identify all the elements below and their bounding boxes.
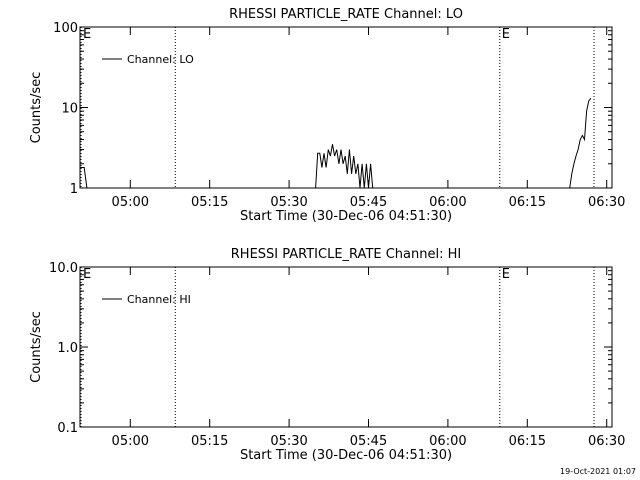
- x-tick-label: 05:30: [270, 195, 307, 210]
- x-tick-label: 06:00: [429, 195, 466, 210]
- x-tick-label: 06:30: [588, 434, 625, 449]
- x-tick-label: 06:15: [509, 195, 546, 210]
- x-tick-label: 05:15: [191, 434, 228, 449]
- y-tick-label: 0.1: [57, 421, 78, 436]
- x-tick-label: 06:15: [509, 434, 546, 449]
- event-label: E: [83, 27, 91, 42]
- x-tick-label: 06:00: [429, 434, 466, 449]
- y-tick-label: 100: [53, 21, 78, 36]
- x-axis-label: Start Time (30-Dec-06 04:51:30): [240, 448, 452, 463]
- x-tick-label: 06:30: [588, 195, 625, 210]
- x-tick-label: 05:00: [112, 434, 149, 449]
- event-label: E: [502, 27, 510, 42]
- x-tick-label: 05:45: [350, 434, 387, 449]
- x-tick-label: 05:00: [112, 195, 149, 210]
- y-tick-label: 1.0: [57, 341, 78, 356]
- legend-label: Channel: LO: [127, 53, 194, 66]
- data-line: [80, 98, 592, 189]
- x-tick-label: 05:30: [270, 434, 307, 449]
- y-tick-label: 1: [70, 182, 78, 197]
- y-axis-label: Counts/sec: [29, 72, 44, 144]
- y-tick-label: 10: [61, 102, 78, 117]
- y-axis-label: Counts/sec: [29, 311, 44, 383]
- event-label: E: [83, 267, 91, 282]
- x-axis-label: Start Time (30-Dec-06 04:51:30): [240, 209, 452, 224]
- y-tick-label: 10.0: [49, 261, 78, 276]
- footer: 19-Oct-2021 01:07: [560, 467, 636, 476]
- chart-title: RHESSI PARTICLE_RATE Channel: LO: [229, 7, 463, 22]
- event-label: E: [502, 267, 510, 282]
- x-tick-label: 05:15: [191, 195, 228, 210]
- plot-frame: [79, 266, 613, 428]
- legend-label: Channel: HI: [127, 293, 191, 306]
- chart-title: RHESSI PARTICLE_RATE Channel: HI: [231, 247, 461, 262]
- x-tick-label: 05:45: [350, 195, 387, 210]
